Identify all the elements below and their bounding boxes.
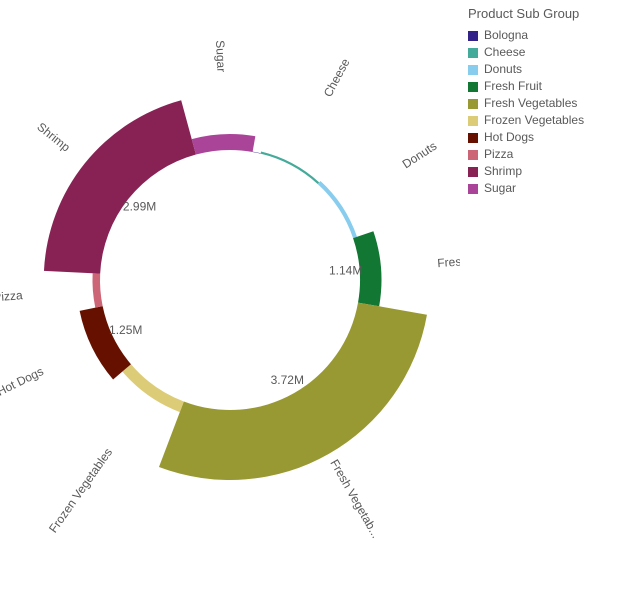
slice-frozen-vegetables[interactable] — [122, 364, 183, 412]
legend-item-label: Sugar — [484, 180, 516, 197]
slice-inner-label: 1.25M — [109, 323, 142, 337]
legend-swatch — [468, 150, 478, 160]
legend-item[interactable]: Bologna — [468, 27, 613, 44]
slice-outer-label: Hot Dogs — [0, 364, 46, 399]
legend-swatch — [468, 167, 478, 177]
slice-outer-label: Donuts — [400, 139, 439, 172]
slice-outer-label: Sugar — [213, 40, 228, 73]
legend-item[interactable]: Frozen Vegetables — [468, 112, 613, 129]
legend-item[interactable]: Hot Dogs — [468, 129, 613, 146]
legend-item-label: Bologna — [484, 27, 528, 44]
slice-inner-label: 3.72M — [271, 373, 304, 387]
legend-item-label: Fresh Vegetables — [484, 95, 577, 112]
legend-swatch — [468, 65, 478, 75]
legend-item[interactable]: Fresh Vegetables — [468, 95, 613, 112]
slice-outer-label: Cheese — [321, 56, 353, 99]
legend-swatch — [468, 82, 478, 92]
slice-pizza[interactable] — [92, 273, 102, 307]
slice-cheese[interactable] — [261, 151, 320, 184]
legend-title: Product Sub Group — [468, 6, 613, 21]
slice-outer-label: Pizza — [0, 288, 23, 304]
legend-item-label: Donuts — [484, 61, 522, 78]
legend-item-label: Hot Dogs — [484, 129, 534, 146]
radial-chart: Cheese Donuts Fresh Fruit 1.14M Fresh Vegeta… — [0, 0, 460, 591]
slice-donuts[interactable] — [318, 181, 357, 238]
slice-inner-label: 2.99M — [123, 199, 156, 213]
legend-item[interactable]: Cheese — [468, 44, 613, 61]
legend-item-label: Fresh Fruit — [484, 78, 542, 95]
legend-item-label: Shrimp — [484, 163, 522, 180]
legend-item[interactable]: Shrimp — [468, 163, 613, 180]
root: CheeseDonutsFresh Fruit1.14MFresh Vegeta… — [0, 0, 619, 591]
legend-swatch — [468, 184, 478, 194]
slice-bologna[interactable] — [253, 152, 261, 154]
legend-swatch — [468, 116, 478, 126]
legend-item-label: Frozen Vegetables — [484, 112, 584, 129]
slice-outer-label: Frozen Vegetables — [46, 445, 115, 535]
legend-item[interactable]: Pizza — [468, 146, 613, 163]
slice-outer-label: Fresh Vegetab... — [327, 457, 383, 540]
legend-item-label: Pizza — [484, 146, 513, 163]
legend-item[interactable]: Fresh Fruit — [468, 78, 613, 95]
slice-outer-label: Fresh Fruit — [437, 252, 460, 270]
slice-fresh-vegetables[interactable] — [159, 303, 427, 480]
legend: Product Sub Group BolognaCheeseDonutsFre… — [468, 6, 613, 197]
legend-swatch — [468, 133, 478, 143]
slice-hot-dogs[interactable] — [80, 306, 131, 379]
slice-sugar[interactable] — [192, 134, 256, 155]
legend-item-label: Cheese — [484, 44, 525, 61]
slice-shrimp[interactable] — [44, 100, 196, 273]
legend-swatch — [468, 31, 478, 41]
legend-item[interactable]: Donuts — [468, 61, 613, 78]
slice-inner-label: 1.14M — [329, 263, 362, 277]
legend-swatch — [468, 99, 478, 109]
legend-item[interactable]: Sugar — [468, 180, 613, 197]
legend-swatch — [468, 48, 478, 58]
slice-outer-label: Shrimp — [34, 120, 73, 155]
